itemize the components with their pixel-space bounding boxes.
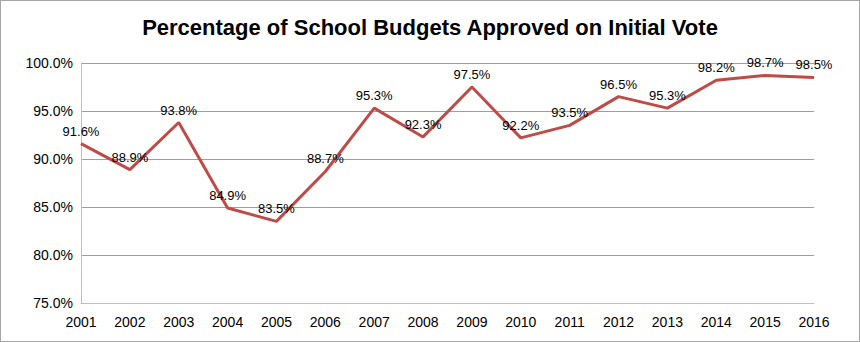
- svg-text:2005: 2005: [261, 314, 292, 330]
- svg-text:88.9%: 88.9%: [111, 150, 148, 165]
- svg-text:75.0%: 75.0%: [33, 295, 73, 311]
- svg-text:100.0%: 100.0%: [26, 55, 73, 71]
- svg-text:96.5%: 96.5%: [600, 77, 637, 92]
- svg-text:2013: 2013: [652, 314, 683, 330]
- svg-text:Percentage of School Budgets A: Percentage of School Budgets Approved on…: [142, 15, 718, 40]
- svg-text:2014: 2014: [701, 314, 732, 330]
- svg-text:92.2%: 92.2%: [502, 118, 539, 133]
- svg-text:95.0%: 95.0%: [33, 103, 73, 119]
- svg-text:88.7%: 88.7%: [307, 151, 344, 166]
- svg-text:85.0%: 85.0%: [33, 199, 73, 215]
- svg-text:2016: 2016: [798, 314, 829, 330]
- svg-text:98.7%: 98.7%: [747, 55, 784, 70]
- svg-text:98.5%: 98.5%: [796, 57, 833, 72]
- svg-text:2015: 2015: [750, 314, 781, 330]
- svg-text:93.5%: 93.5%: [551, 105, 588, 120]
- svg-text:91.6%: 91.6%: [63, 124, 100, 139]
- svg-text:2006: 2006: [310, 314, 341, 330]
- svg-text:2009: 2009: [456, 314, 487, 330]
- svg-text:2004: 2004: [212, 314, 243, 330]
- svg-text:98.2%: 98.2%: [698, 60, 735, 75]
- svg-text:80.0%: 80.0%: [33, 247, 73, 263]
- svg-text:2008: 2008: [407, 314, 438, 330]
- svg-text:93.8%: 93.8%: [160, 103, 197, 118]
- svg-text:95.3%: 95.3%: [356, 88, 393, 103]
- svg-text:97.5%: 97.5%: [453, 67, 490, 82]
- svg-text:90.0%: 90.0%: [33, 151, 73, 167]
- svg-text:95.3%: 95.3%: [649, 88, 686, 103]
- svg-text:2002: 2002: [114, 314, 145, 330]
- svg-text:2001: 2001: [65, 314, 96, 330]
- svg-text:83.5%: 83.5%: [258, 201, 295, 216]
- svg-text:2011: 2011: [555, 314, 585, 330]
- svg-text:2007: 2007: [359, 314, 390, 330]
- svg-text:2012: 2012: [603, 314, 634, 330]
- svg-text:2003: 2003: [163, 314, 194, 330]
- svg-text:92.3%: 92.3%: [405, 117, 442, 132]
- svg-text:84.9%: 84.9%: [209, 188, 246, 203]
- svg-text:2010: 2010: [505, 314, 536, 330]
